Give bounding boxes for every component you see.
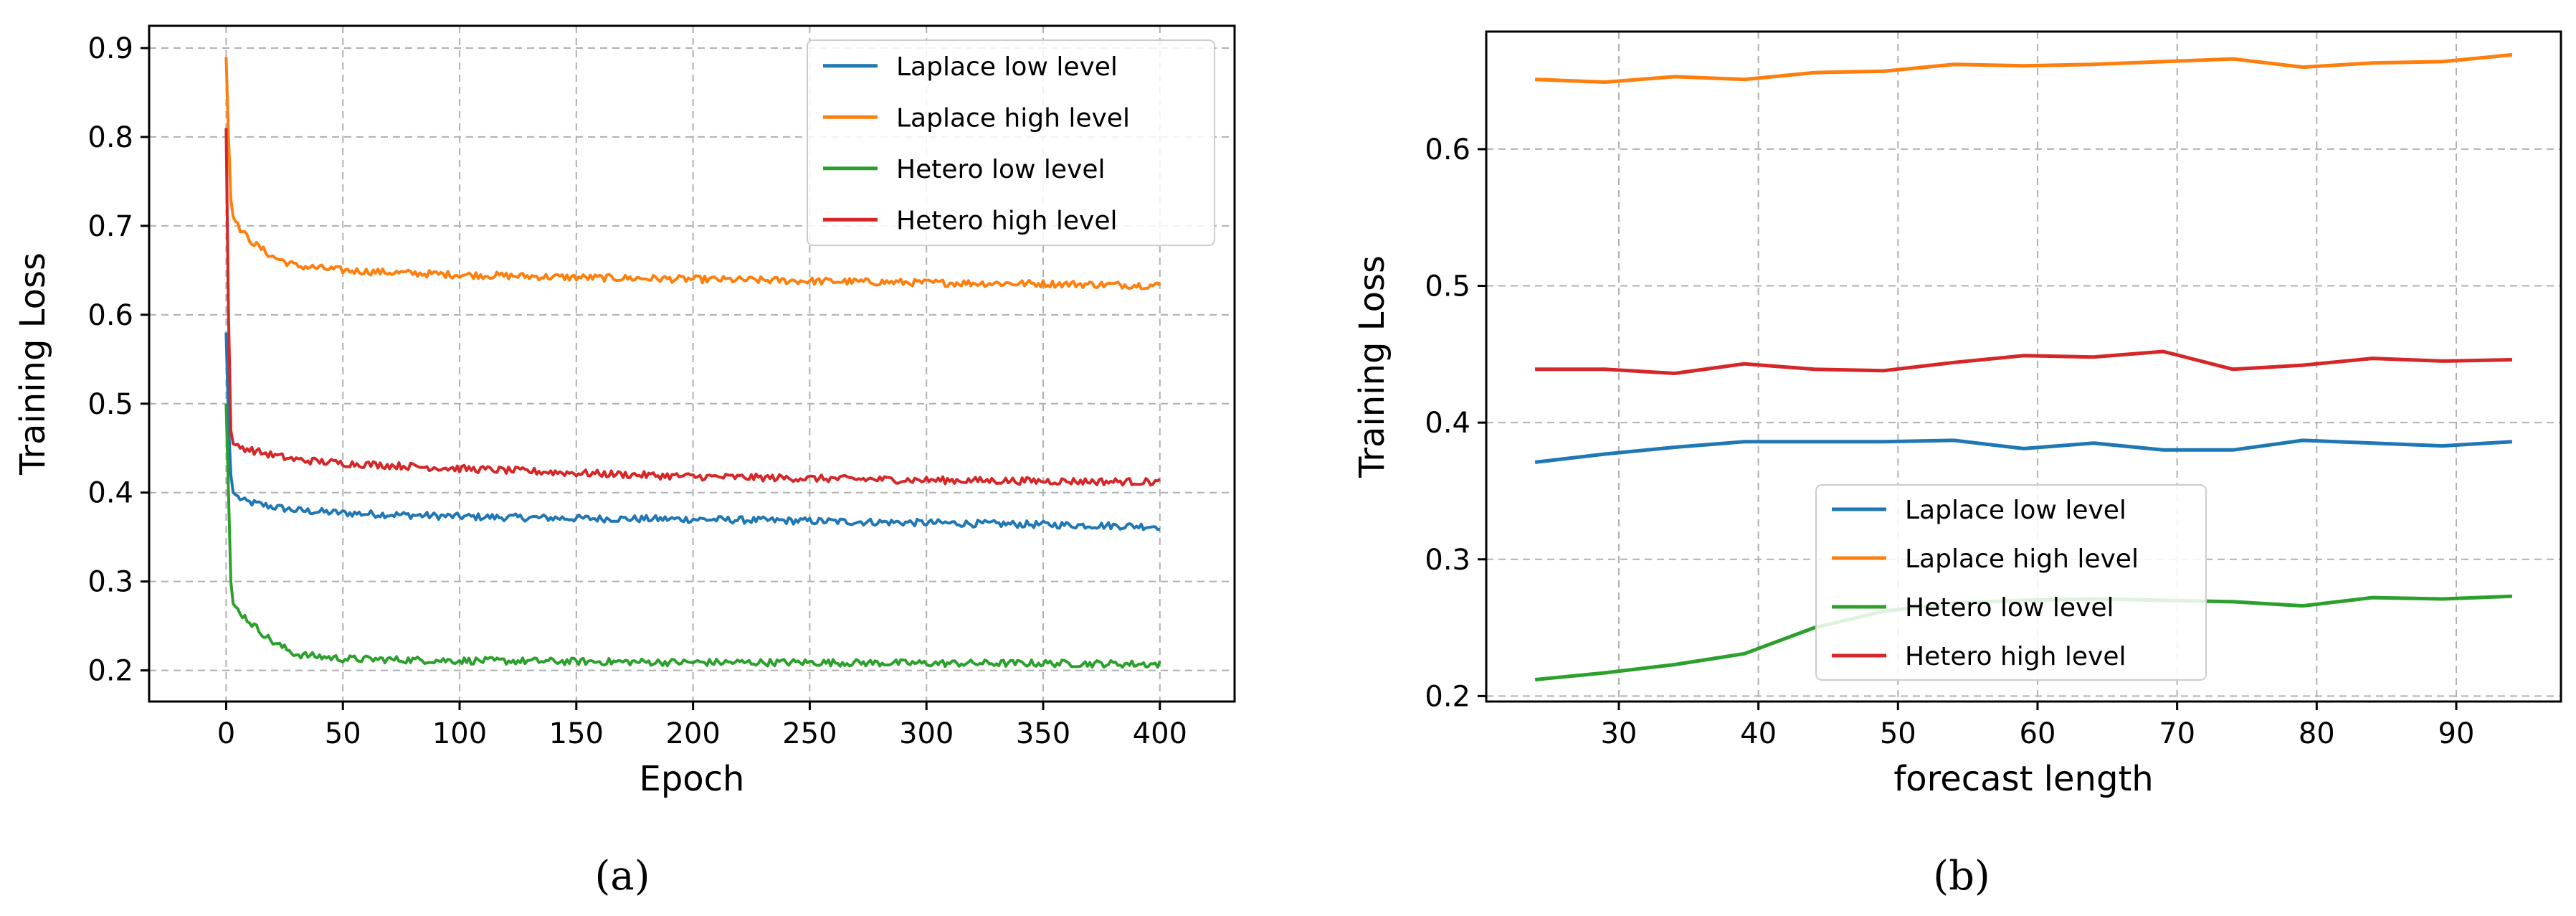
axes-frame — [1485, 30, 2562, 703]
y-tick-label: 0.3 — [87, 566, 133, 599]
x-tick-label: 150 — [549, 717, 604, 750]
x-tick-label: 300 — [899, 717, 954, 750]
panel-a-chart: 0 50 100 150 200 250 300 350 400 0.2 0.3 0.4 0.5 0.6 0… — [13, 24, 1236, 799]
series-line-hetero-low-level — [224, 403, 1161, 669]
panel-b-caption: (b) — [1933, 853, 1990, 900]
legend-entry-label: Hetero high level — [1905, 642, 2126, 671]
y-tick-label: 0.5 — [1425, 270, 1470, 303]
x-tick-label: 0 — [217, 717, 235, 750]
legend-entry-label: Laplace high level — [896, 103, 1130, 133]
x-tick-label: 80 — [2299, 717, 2335, 750]
y-tick-label: 0.6 — [1425, 133, 1470, 166]
y-tick-label: 0.9 — [87, 32, 133, 65]
y-tick-label: 0.2 — [1425, 680, 1470, 713]
x-tick-label: 200 — [665, 717, 720, 750]
x-tick-label: 30 — [1600, 717, 1637, 750]
x-tick-label: 50 — [325, 717, 361, 750]
y-tick-label: 0.5 — [87, 388, 133, 421]
panel-b-chart: 30 40 50 60 70 80 90 0.2 0.3 0.4 0.5 0.6 forecast le… — [1352, 30, 2562, 799]
y-tick-label: 0.4 — [87, 477, 133, 510]
legend-entry-label: Hetero low level — [1905, 593, 2114, 623]
legend-entry-label: Hetero high level — [896, 206, 1118, 235]
series-line-laplace-high-level — [224, 57, 1161, 291]
x-axis-label: Epoch — [640, 759, 745, 799]
legend: Laplace low level Laplace high level Heter… — [1815, 484, 2207, 681]
panel-a-caption: (a) — [594, 853, 650, 900]
x-tick-label: 50 — [1880, 717, 1916, 750]
y-tick-label: 0.2 — [87, 655, 133, 688]
y-tick-label: 0.4 — [1425, 407, 1470, 440]
series-line-laplace-high-level — [1535, 52, 2513, 84]
y-tick-label: 0.3 — [1425, 544, 1470, 577]
series-line-hetero-high-level — [1535, 349, 2512, 375]
legend-box — [807, 39, 1215, 246]
y-axis-label: Training Loss — [13, 252, 53, 476]
x-tick-label: 60 — [2020, 717, 2056, 750]
x-tick-label: 100 — [432, 717, 487, 750]
legend-entry-label: Laplace high level — [1905, 544, 2139, 574]
legend-entry-label: Laplace low level — [1905, 496, 2126, 525]
x-axis-label: forecast length — [1893, 759, 2153, 799]
legend-box — [1815, 484, 2207, 681]
series-line-hetero-high-level — [224, 128, 1161, 487]
x-tick-label: 250 — [782, 717, 837, 750]
legend-entry-label: Laplace low level — [896, 52, 1118, 82]
series-line-laplace-low-level — [1534, 438, 2513, 464]
legend: Laplace low level Laplace high level Heter… — [807, 39, 1215, 246]
series-line-laplace-low-level — [224, 332, 1160, 532]
y-axis-label: Training Loss — [1352, 255, 1392, 478]
x-tick-label: 90 — [2438, 717, 2475, 750]
legend-entry-label: Hetero low level — [896, 155, 1105, 184]
x-tick-label: 40 — [1740, 717, 1777, 750]
x-tick-label: 400 — [1133, 717, 1187, 750]
y-tick-label: 0.6 — [87, 299, 133, 332]
x-tick-label: 350 — [1016, 717, 1070, 750]
x-tick-label: 70 — [2159, 717, 2195, 750]
axes-frame — [148, 24, 1236, 703]
y-tick-label: 0.7 — [87, 210, 133, 243]
y-tick-label: 0.8 — [87, 121, 133, 154]
